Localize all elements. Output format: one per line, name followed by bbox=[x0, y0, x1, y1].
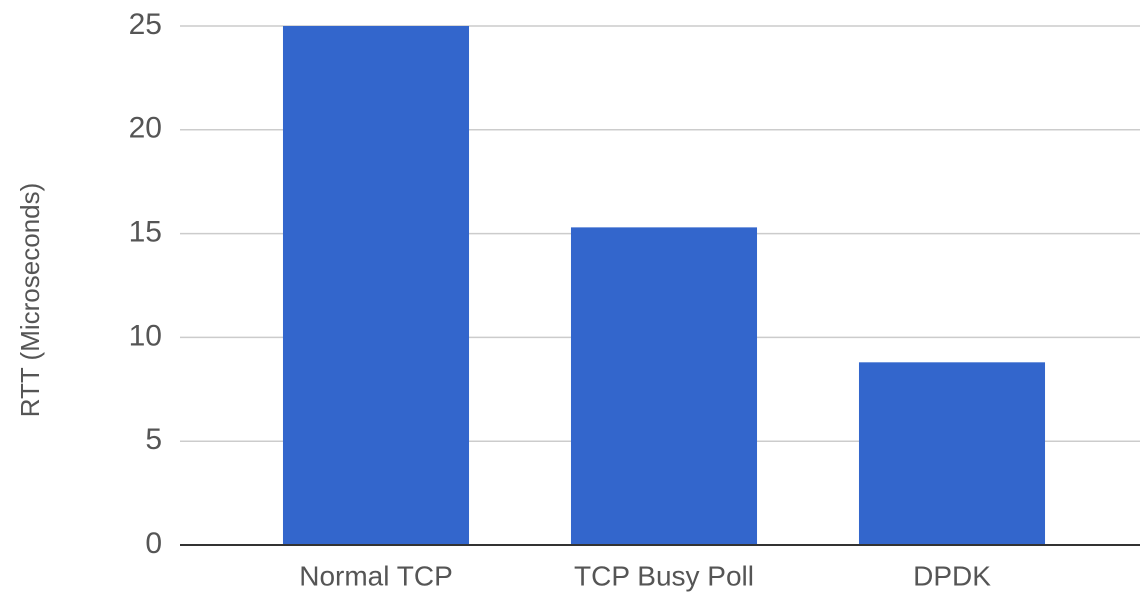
y-tick-label: 10 bbox=[129, 319, 162, 352]
x-tick-label: DPDK bbox=[913, 560, 991, 591]
y-tick-label: 25 bbox=[129, 8, 162, 41]
y-tick-label: 0 bbox=[145, 527, 162, 560]
bar bbox=[570, 227, 758, 545]
bar bbox=[282, 26, 470, 545]
bar bbox=[858, 362, 1046, 545]
x-tick-label: TCP Busy Poll bbox=[574, 560, 754, 591]
x-tick-label: Normal TCP bbox=[299, 560, 453, 591]
y-axis-label: RTT (Microseconds) bbox=[15, 183, 45, 418]
y-tick-label: 5 bbox=[145, 423, 162, 456]
y-tick-label: 15 bbox=[129, 216, 162, 249]
y-tick-label: 20 bbox=[129, 112, 162, 145]
